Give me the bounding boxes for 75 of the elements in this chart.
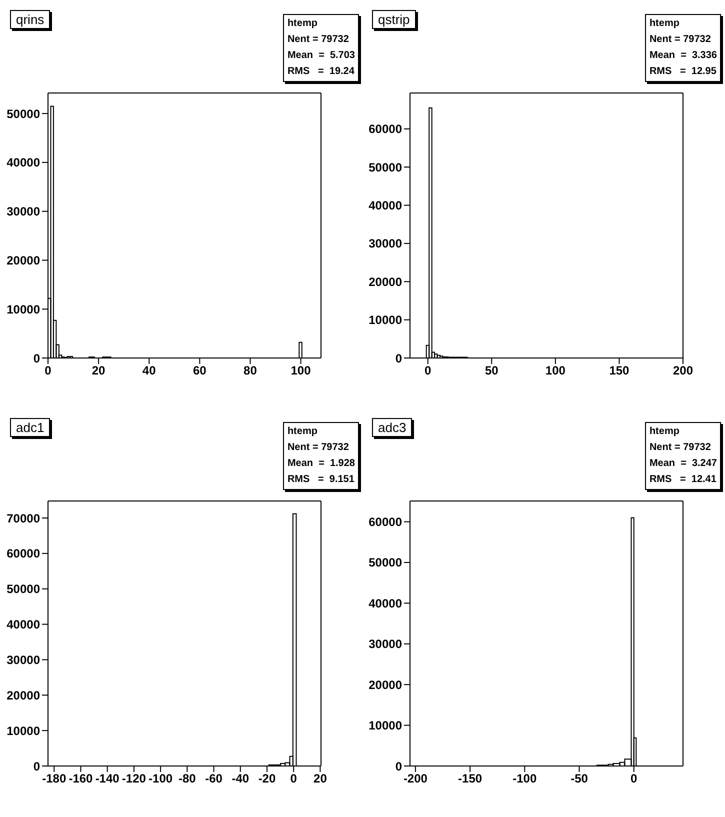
y-tick-label: 40000	[368, 596, 402, 610]
y-tick-label: 0	[33, 759, 40, 774]
x-tick-label: -140	[95, 772, 120, 786]
x-tick-label: -160	[68, 772, 94, 786]
text: htemp	[649, 425, 680, 439]
y-tick-label: 40000	[6, 156, 40, 170]
text: RMS = 12.41	[649, 473, 717, 487]
x-tick-label: -100	[148, 772, 173, 786]
y-tick-label: 10000	[6, 302, 40, 316]
text: Mean = 3.247	[649, 457, 717, 471]
y-tick-label: 10000	[368, 718, 402, 733]
x-tick-label: 100	[290, 364, 312, 378]
y-tick-label: 60000	[368, 122, 402, 136]
y-tick-label: 0	[395, 351, 402, 366]
x-tick-label: 50	[484, 364, 499, 378]
text: Nent = 79732	[649, 441, 712, 455]
text: htemp	[287, 17, 318, 31]
text: RMS = 9.151	[287, 473, 355, 487]
y-tick-label: 30000	[6, 652, 40, 667]
y-tick-label: 20000	[368, 678, 402, 692]
text: Nent = 79732	[287, 441, 350, 455]
x-tick-label: 0	[44, 364, 52, 378]
y-tick-label: 50000	[6, 106, 40, 121]
x-tick-label: -180	[42, 772, 66, 786]
text: Mean = 5.703	[287, 49, 355, 63]
x-tick-label: 20	[92, 364, 106, 378]
y-tick-label: 50000	[368, 556, 402, 570]
x-tick-label: -50	[570, 772, 588, 786]
chart-title: adc1	[10, 418, 50, 437]
text: htemp	[649, 17, 680, 31]
y-tick-label: 70000	[6, 511, 40, 526]
x-tick-label: 200	[672, 364, 694, 378]
y-tick-label: 20000	[6, 253, 40, 268]
x-tick-label: -20	[258, 772, 276, 786]
text: Mean = 3.336	[649, 49, 717, 63]
x-tick-label: -200	[403, 772, 428, 786]
text: RMS = 12.95	[649, 65, 717, 79]
y-tick-label: 40000	[368, 198, 402, 213]
x-tick-label: -40	[232, 772, 250, 786]
y-tick-label: 10000	[368, 313, 402, 328]
y-tick-label: 30000	[368, 236, 402, 251]
y-tick-label: 30000	[6, 204, 40, 219]
y-tick-label: 50000	[368, 160, 402, 174]
x-tick-label: 80	[244, 364, 258, 378]
x-tick-label: 60	[192, 364, 207, 378]
y-tick-label: 20000	[368, 274, 402, 289]
chart-title: qrins	[10, 10, 50, 29]
x-tick-label: 0	[424, 364, 432, 378]
y-tick-label: 20000	[6, 688, 40, 702]
y-tick-label: 40000	[6, 618, 40, 632]
x-tick-label: 40	[142, 364, 156, 378]
y-tick-label: 10000	[6, 724, 40, 738]
x-tick-label: -120	[122, 772, 146, 786]
y-tick-label: 30000	[368, 637, 402, 652]
x-tick-label: 0	[290, 772, 298, 786]
x-tick-label: 100	[545, 364, 566, 378]
x-tick-label: 0	[630, 772, 638, 786]
x-tick-label: -150	[458, 772, 482, 786]
text: RMS = 19.24	[287, 65, 355, 79]
y-tick-label: 50000	[6, 582, 40, 596]
y-tick-label: 60000	[368, 515, 402, 530]
x-tick-label: -60	[205, 772, 223, 786]
y-tick-label: 60000	[6, 546, 40, 561]
y-tick-label: 0	[395, 759, 402, 774]
x-tick-label: -80	[178, 772, 196, 786]
chart-title: adc3	[372, 418, 412, 437]
text: Nent = 79732	[649, 33, 712, 47]
x-tick-label: -100	[512, 772, 537, 786]
text: Mean = 1.928	[287, 457, 355, 471]
x-tick-label: 20	[314, 772, 328, 786]
chart-title: qstrip	[372, 10, 416, 29]
text: Nent = 79732	[287, 33, 350, 47]
text: htemp	[287, 425, 318, 439]
x-tick-label: 150	[609, 364, 630, 378]
y-tick-label: 0	[33, 351, 40, 366]
